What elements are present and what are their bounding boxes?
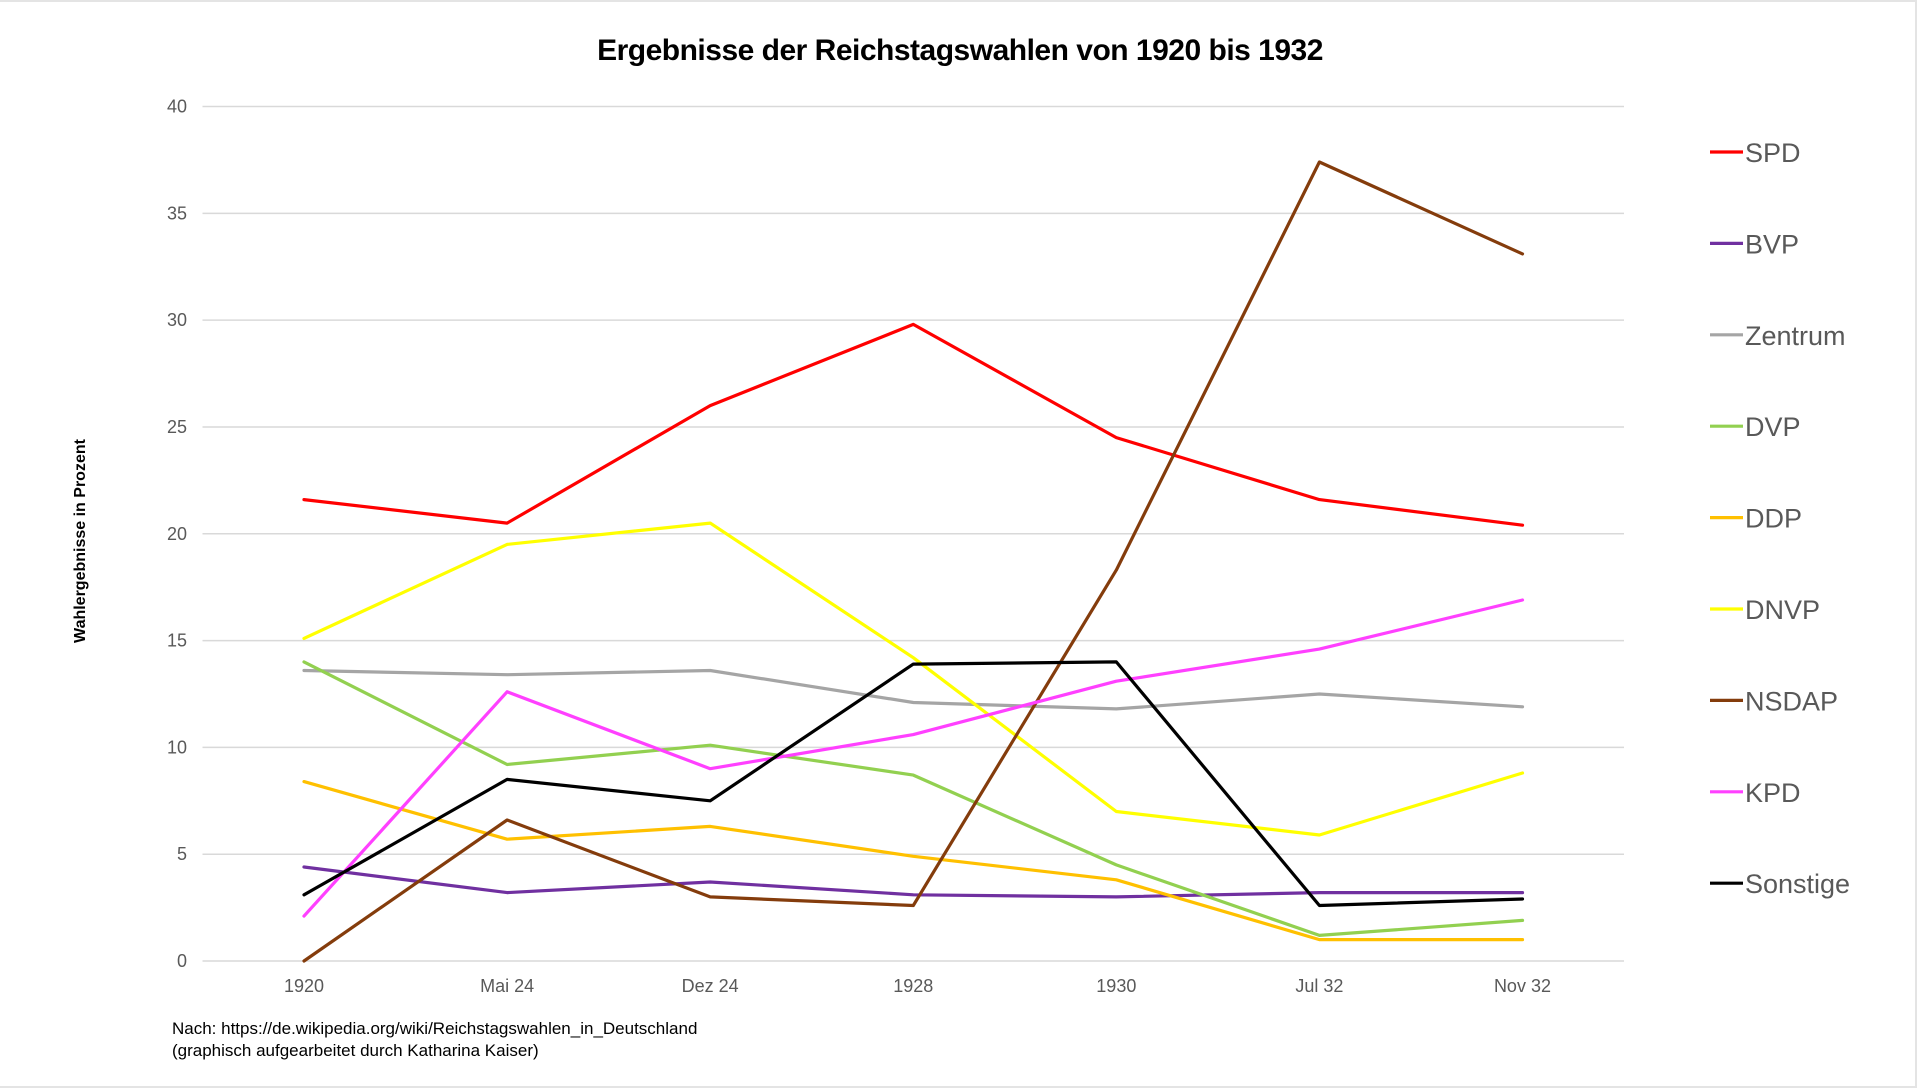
legend-label: DVP — [1745, 412, 1801, 442]
x-tick-label: Nov 32 — [1494, 976, 1551, 996]
x-tick-label: Mai 24 — [480, 976, 534, 996]
legend-label: NSDAP — [1745, 686, 1838, 716]
legend-item-ddp: DDP — [1710, 504, 1802, 534]
series-line-sonstige — [302, 660, 1525, 908]
x-tick-label: Dez 24 — [682, 976, 739, 996]
legend-label: BVP — [1745, 229, 1799, 259]
x-axis-ticks: 1920 Mai 24 Dez 24 1928 1930 Jul 32 Nov 32 — [284, 976, 1551, 996]
series-line-kpd — [302, 598, 1525, 918]
legend-label: Sonstige — [1745, 869, 1850, 899]
legend-label: SPD — [1745, 138, 1801, 168]
legend-item-spd: SPD — [1710, 138, 1801, 168]
series-line-bvp — [302, 865, 1525, 899]
y-axis-label: Wahlergebnisse in Prozent — [72, 438, 89, 643]
y-tick-label: 5 — [177, 844, 187, 864]
series-line-ddp — [302, 779, 1525, 942]
y-tick-label: 40 — [167, 97, 187, 117]
x-tick-label: 1928 — [893, 976, 933, 996]
x-tick-label: 1930 — [1096, 976, 1136, 996]
chart-title: Ergebnisse der Reichstagswahlen von 1920… — [597, 34, 1323, 67]
gridlines — [202, 105, 1624, 962]
legend-label: Zentrum — [1745, 321, 1846, 351]
series-line-dnvp — [302, 521, 1525, 837]
y-axis-ticks: 0 5 10 15 20 25 30 35 40 — [167, 97, 187, 972]
x-tick-label: 1920 — [284, 976, 324, 996]
credit-line: (graphisch aufgearbeitet durch Katharina… — [172, 1041, 539, 1060]
legend-label: DNVP — [1745, 595, 1820, 625]
legend-item-dvp: DVP — [1710, 412, 1801, 442]
source-line: Nach: https://de.wikipedia.org/wiki/Reic… — [172, 1019, 698, 1038]
y-tick-label: 35 — [167, 203, 187, 223]
series-line-nsdap — [302, 160, 1525, 963]
y-tick-label: 10 — [167, 737, 187, 757]
series-line-zentrum — [302, 668, 1525, 711]
series-line-spd — [302, 322, 1525, 527]
y-tick-label: 20 — [167, 524, 187, 544]
y-tick-label: 15 — [167, 631, 187, 651]
y-tick-label: 25 — [167, 417, 187, 437]
legend-item-kpd: KPD — [1710, 778, 1801, 808]
series-lines — [302, 160, 1525, 963]
y-tick-label: 0 — [177, 951, 187, 971]
legend: SPD BVP Zentrum DVP DDP DNVP NSDAP KPD Sonstige — [1710, 138, 1850, 899]
x-tick-label: Jul 32 — [1295, 976, 1343, 996]
legend-item-dnvp: DNVP — [1710, 595, 1820, 625]
legend-item-nsdap: NSDAP — [1710, 686, 1838, 716]
series-line-dvp — [302, 660, 1525, 938]
legend-label: DDP — [1745, 504, 1802, 534]
legend-item-sonstige: Sonstige — [1710, 869, 1850, 899]
legend-item-bvp: BVP — [1710, 229, 1799, 259]
source-footnote: Nach: https://de.wikipedia.org/wiki/Reic… — [172, 1018, 697, 1062]
legend-item-zentrum: Zentrum — [1710, 321, 1846, 351]
y-tick-label: 30 — [167, 310, 187, 330]
legend-label: KPD — [1745, 778, 1801, 808]
